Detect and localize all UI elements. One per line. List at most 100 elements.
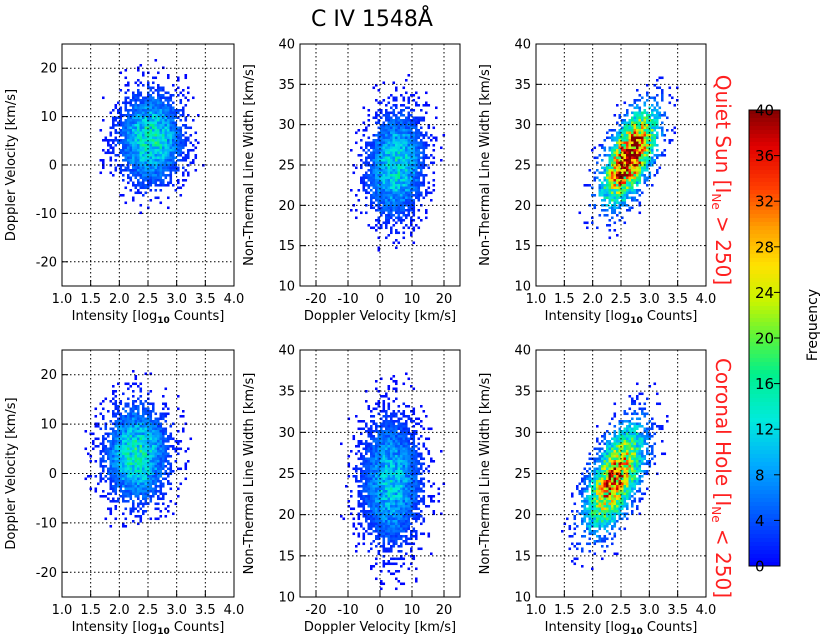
heatmap-cell: [397, 525, 401, 528]
heatmap-cell: [402, 151, 406, 155]
heatmap-cell: [124, 435, 128, 438]
heatmap-cell: [169, 111, 173, 115]
heatmap-cell: [415, 189, 418, 192]
heatmap-cell: [164, 492, 168, 496]
heatmap-cell: [117, 410, 120, 413]
heatmap-cell: [387, 430, 391, 433]
heatmap-cell: [626, 156, 629, 160]
heatmap-cell: [387, 96, 391, 100]
heatmap-cell: [97, 425, 100, 428]
heatmap-cell: [142, 119, 145, 122]
heatmap-cell: [380, 196, 383, 200]
heatmap-cell: [375, 485, 378, 488]
heatmap-cell: [149, 455, 153, 458]
heatmap-cell: [653, 161, 657, 165]
heatmap-cell: [137, 109, 140, 112]
heatmap-cell: [372, 181, 376, 185]
heatmap-cell: [134, 176, 138, 180]
heatmap-cell: [417, 144, 421, 147]
heatmap-cell: [616, 169, 619, 172]
heatmap-cell: [375, 437, 378, 441]
heatmap-cell: [149, 179, 153, 182]
heatmap-cell: [395, 450, 398, 453]
heatmap-cell: [420, 169, 423, 172]
heatmap-cell: [370, 199, 373, 202]
heatmap-cell: [144, 442, 148, 446]
heatmap-cell: [392, 81, 396, 85]
heatmap-cell: [397, 527, 401, 531]
heatmap-cell: [127, 430, 130, 433]
heatmap-cell: [139, 390, 143, 393]
heatmap-cell: [137, 487, 140, 491]
heatmap-cell: [633, 159, 637, 162]
heatmap-cell: [402, 437, 406, 441]
heatmap-cell: [613, 114, 617, 117]
heatmap-cell: [417, 154, 421, 157]
heatmap-cell: [367, 174, 371, 177]
heatmap-cell: [628, 129, 632, 132]
heatmap-cell: [586, 226, 589, 230]
heatmap-cell: [643, 101, 647, 105]
heatmap-cell: [380, 154, 383, 157]
heatmap-cell: [117, 447, 120, 451]
heatmap-cell: [633, 189, 637, 192]
heatmap-cell: [402, 475, 406, 478]
heatmap-cell: [375, 199, 378, 202]
heatmap-cell: [117, 460, 120, 463]
heatmap-cell: [661, 114, 664, 117]
heatmap-cell: [127, 166, 130, 170]
heatmap-cell: [144, 432, 148, 436]
heatmap-cell: [397, 512, 401, 516]
heatmap-cell: [149, 462, 153, 466]
heatmap-cell: [147, 492, 150, 496]
heatmap-cell: [422, 116, 426, 120]
heatmap-cell: [350, 512, 353, 516]
heatmap-cell: [641, 111, 644, 115]
heatmap-cell: [132, 482, 135, 486]
heatmap-cell: [154, 151, 158, 155]
heatmap-cell: [405, 144, 408, 147]
heatmap-cell: [360, 495, 363, 498]
heatmap-cell: [395, 89, 398, 92]
heatmap-cell: [162, 485, 165, 488]
heatmap-cell: [417, 151, 421, 155]
heatmap-cell: [402, 134, 406, 137]
heatmap-cell: [400, 440, 403, 443]
heatmap-cell: [410, 119, 413, 122]
heatmap-cell: [656, 136, 659, 140]
heatmap-cell: [142, 440, 145, 443]
heatmap-cell: [144, 460, 148, 463]
heatmap-cell: [109, 400, 113, 403]
heatmap-cell: [187, 460, 190, 463]
heatmap-cell: [159, 422, 163, 426]
heatmap-cell: [415, 156, 418, 160]
heatmap-cell: [109, 447, 113, 451]
heatmap-cell: [382, 475, 386, 478]
heatmap-cell: [397, 144, 401, 147]
heatmap-cell: [387, 194, 391, 197]
heatmap-cell: [144, 116, 148, 120]
heatmap-cell: [360, 154, 363, 157]
heatmap-cell: [362, 457, 366, 461]
heatmap-cell: [129, 420, 133, 423]
heatmap-cell: [628, 151, 632, 155]
heatmap-cell: [601, 194, 604, 197]
heatmap-cell: [142, 420, 145, 423]
heatmap-cell: [653, 99, 657, 102]
heatmap-cell: [626, 136, 629, 140]
heatmap-cell: [157, 440, 160, 443]
heatmap-cell: [174, 89, 178, 92]
heatmap-cell: [152, 121, 155, 125]
heatmap-cell: [362, 497, 366, 501]
heatmap-cell: [127, 425, 130, 428]
heatmap-cell: [402, 201, 406, 205]
heatmap-cell: [149, 480, 153, 483]
heatmap-cell: [169, 114, 173, 117]
heatmap-cell: [412, 146, 416, 150]
heatmap-cell: [129, 425, 133, 428]
heatmap-cell: [616, 141, 619, 145]
heatmap-cell: [377, 199, 381, 202]
heatmap-cell: [129, 161, 133, 165]
heatmap-cell: [187, 174, 190, 177]
heatmap-cell: [397, 179, 401, 182]
